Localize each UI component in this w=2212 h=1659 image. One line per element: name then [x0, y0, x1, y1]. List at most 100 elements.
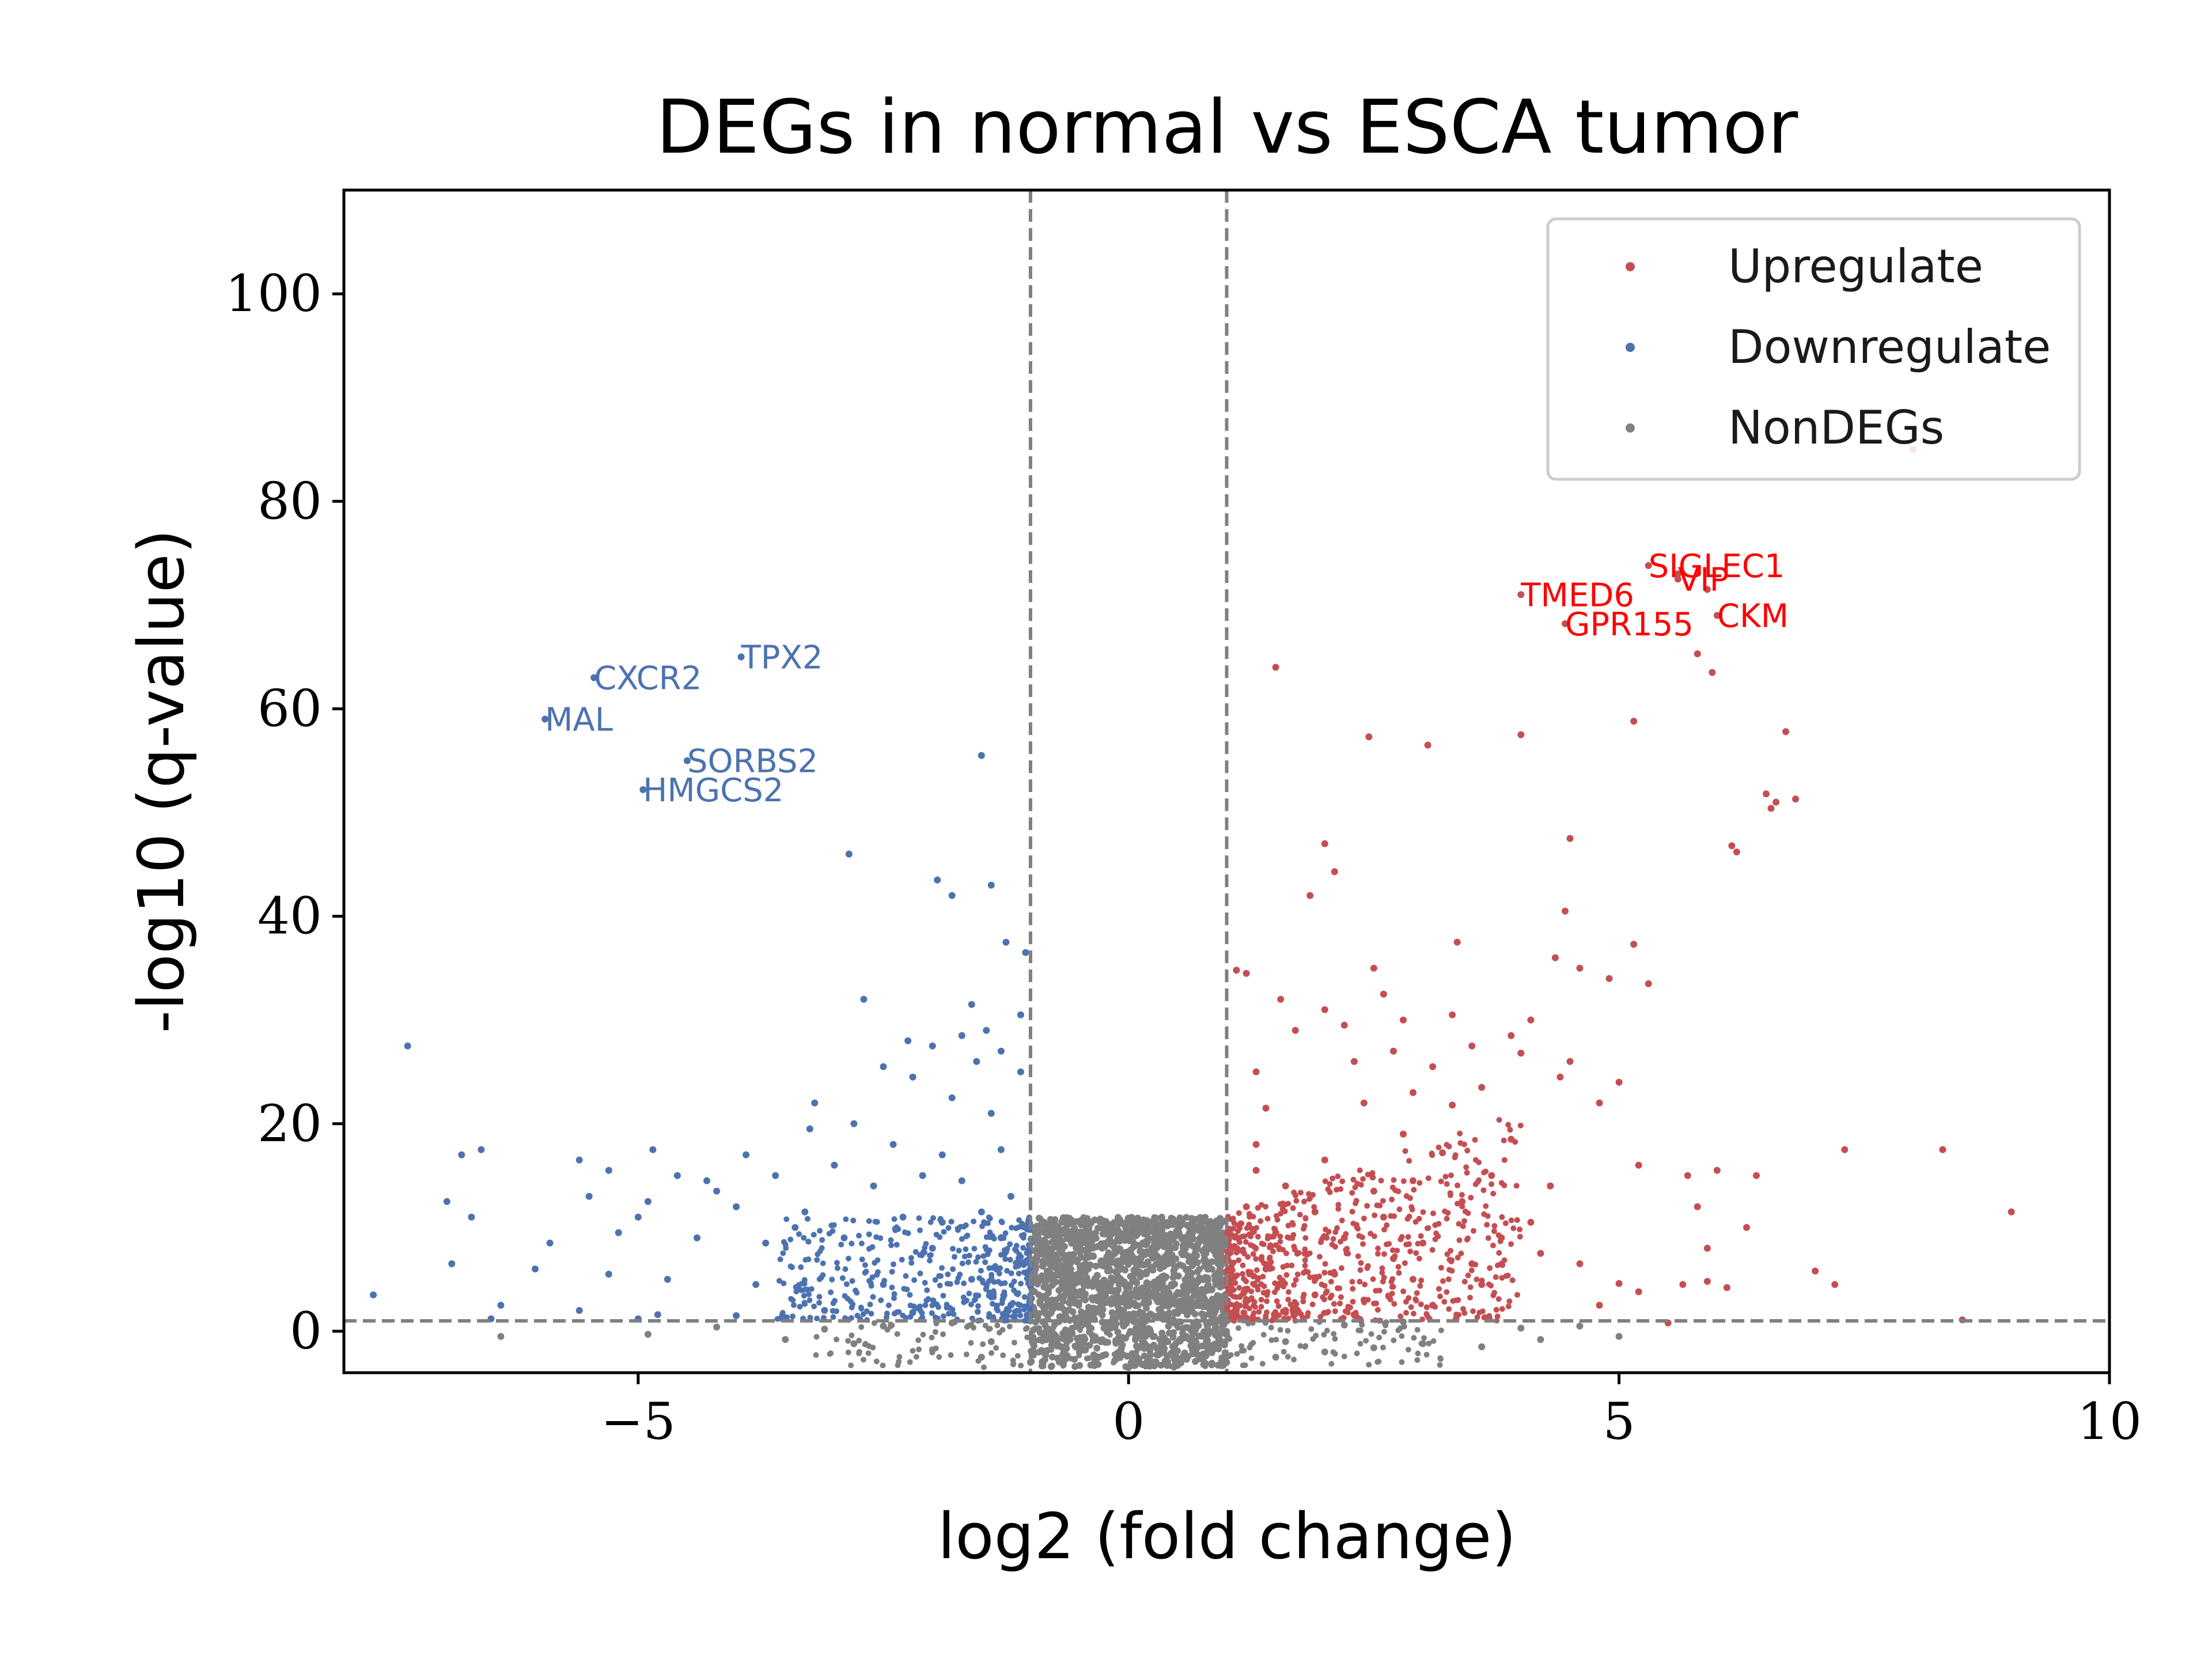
point-nondeg [1054, 1354, 1061, 1362]
point-downregulate [919, 1172, 926, 1179]
point-downregulate [805, 1215, 810, 1222]
point-upregulate [1486, 1281, 1492, 1287]
point-nondeg [1037, 1241, 1044, 1249]
point-nondeg [1195, 1226, 1202, 1234]
point-nondeg [1066, 1285, 1073, 1293]
point-upregulate [1248, 1288, 1255, 1294]
point-nondeg [1051, 1302, 1058, 1309]
point-upregulate [1439, 1149, 1446, 1157]
point-downregulate [917, 1227, 923, 1233]
point-upregulate [1282, 1182, 1289, 1190]
point-nondeg [1134, 1331, 1140, 1337]
point-upregulate [1415, 1240, 1421, 1247]
point-downregulate [644, 1198, 652, 1205]
point-downregulate [801, 1281, 808, 1287]
point-nondeg [1181, 1250, 1188, 1257]
point-nondeg [1099, 1312, 1106, 1319]
point-nondeg [845, 1349, 851, 1355]
point-upregulate [1396, 1270, 1402, 1276]
point-nondeg [1196, 1234, 1203, 1242]
point-nondeg [1235, 1325, 1241, 1331]
point-nondeg [1092, 1229, 1099, 1237]
point-upregulate [1316, 1253, 1323, 1260]
point-nondeg [1064, 1335, 1071, 1342]
point-nondeg [1176, 1357, 1183, 1363]
point-upregulate [1371, 1300, 1377, 1306]
point-upregulate [1508, 1032, 1515, 1039]
point-upregulate [1400, 1178, 1407, 1184]
point-upregulate [1424, 1312, 1430, 1319]
point-upregulate [1723, 1284, 1730, 1291]
point-downregulate [872, 1260, 878, 1266]
point-upregulate [1259, 1240, 1265, 1247]
point-downregulate [806, 1297, 813, 1304]
point-downregulate [1012, 1246, 1018, 1252]
point-nondeg [1142, 1289, 1149, 1296]
gene-label-siglec1: SIGLEC1 [1649, 548, 1785, 585]
point-upregulate [1703, 1278, 1711, 1285]
point-upregulate [1321, 840, 1328, 847]
point-upregulate [1596, 1301, 1603, 1309]
point-upregulate [1429, 1247, 1435, 1253]
gene-label-gpr155: GPR155 [1565, 606, 1694, 643]
point-upregulate [1468, 1042, 1476, 1050]
point-nondeg [1081, 1269, 1089, 1277]
point-nondeg [1084, 1355, 1090, 1362]
point-nondeg [1167, 1230, 1175, 1238]
point-downregulate [817, 1248, 823, 1254]
point-downregulate [796, 1282, 802, 1288]
point-upregulate [1395, 1264, 1402, 1270]
point-upregulate [1332, 1229, 1339, 1235]
point-nondeg [1180, 1244, 1187, 1252]
point-upregulate [1468, 1195, 1474, 1201]
point-downregulate [995, 1308, 1001, 1314]
point-upregulate [1403, 1298, 1409, 1305]
point-downregulate [762, 1239, 770, 1247]
point-downregulate [1000, 1293, 1006, 1298]
point-downregulate [944, 1281, 950, 1287]
point-upregulate [1461, 1310, 1468, 1316]
point-upregulate [1263, 1203, 1269, 1210]
point-nondeg [1214, 1362, 1222, 1369]
legend-label-non: NonDEGs [1728, 401, 1944, 454]
point-nondeg [1049, 1277, 1056, 1285]
point-upregulate [1261, 1260, 1267, 1267]
point-upregulate [1446, 1306, 1452, 1312]
point-downregulate [909, 1073, 916, 1081]
point-nondeg [1018, 1362, 1024, 1369]
point-downregulate [1025, 1247, 1031, 1253]
point-nondeg [1129, 1274, 1137, 1281]
point-nondeg [1171, 1281, 1179, 1288]
point-downregulate [1018, 1253, 1024, 1260]
point-upregulate [1615, 1078, 1623, 1086]
gene-label-vip: VIP [1678, 561, 1729, 599]
point-upregulate [1491, 1228, 1497, 1234]
point-downregulate [807, 1315, 813, 1321]
point-downregulate [541, 715, 549, 723]
point-upregulate [1508, 1135, 1515, 1143]
point-upregulate [1491, 1290, 1498, 1296]
point-nondeg [1122, 1266, 1129, 1274]
point-upregulate [1486, 1313, 1493, 1319]
point-upregulate [1513, 1183, 1520, 1189]
point-nondeg [1200, 1357, 1206, 1363]
point-nondeg [1096, 1279, 1104, 1287]
point-upregulate [1289, 1306, 1296, 1312]
point-nondeg [1196, 1214, 1204, 1221]
point-upregulate [1283, 1250, 1289, 1256]
point-upregulate [1508, 1241, 1514, 1247]
point-nondeg [1180, 1352, 1187, 1359]
point-downregulate [978, 1267, 984, 1274]
point-upregulate [1350, 1298, 1356, 1305]
point-nondeg [1363, 1338, 1369, 1344]
point-upregulate [1411, 1187, 1417, 1193]
y-tick-label: 80 [257, 471, 322, 531]
point-nondeg [1091, 1305, 1099, 1312]
point-nondeg [963, 1351, 969, 1358]
point-upregulate [1430, 1210, 1436, 1217]
point-nondeg [1038, 1272, 1046, 1279]
point-nondeg [1086, 1342, 1093, 1349]
point-nondegs [497, 1333, 505, 1340]
point-upregulate [1260, 1290, 1267, 1296]
point-upregulate [1459, 1192, 1465, 1198]
